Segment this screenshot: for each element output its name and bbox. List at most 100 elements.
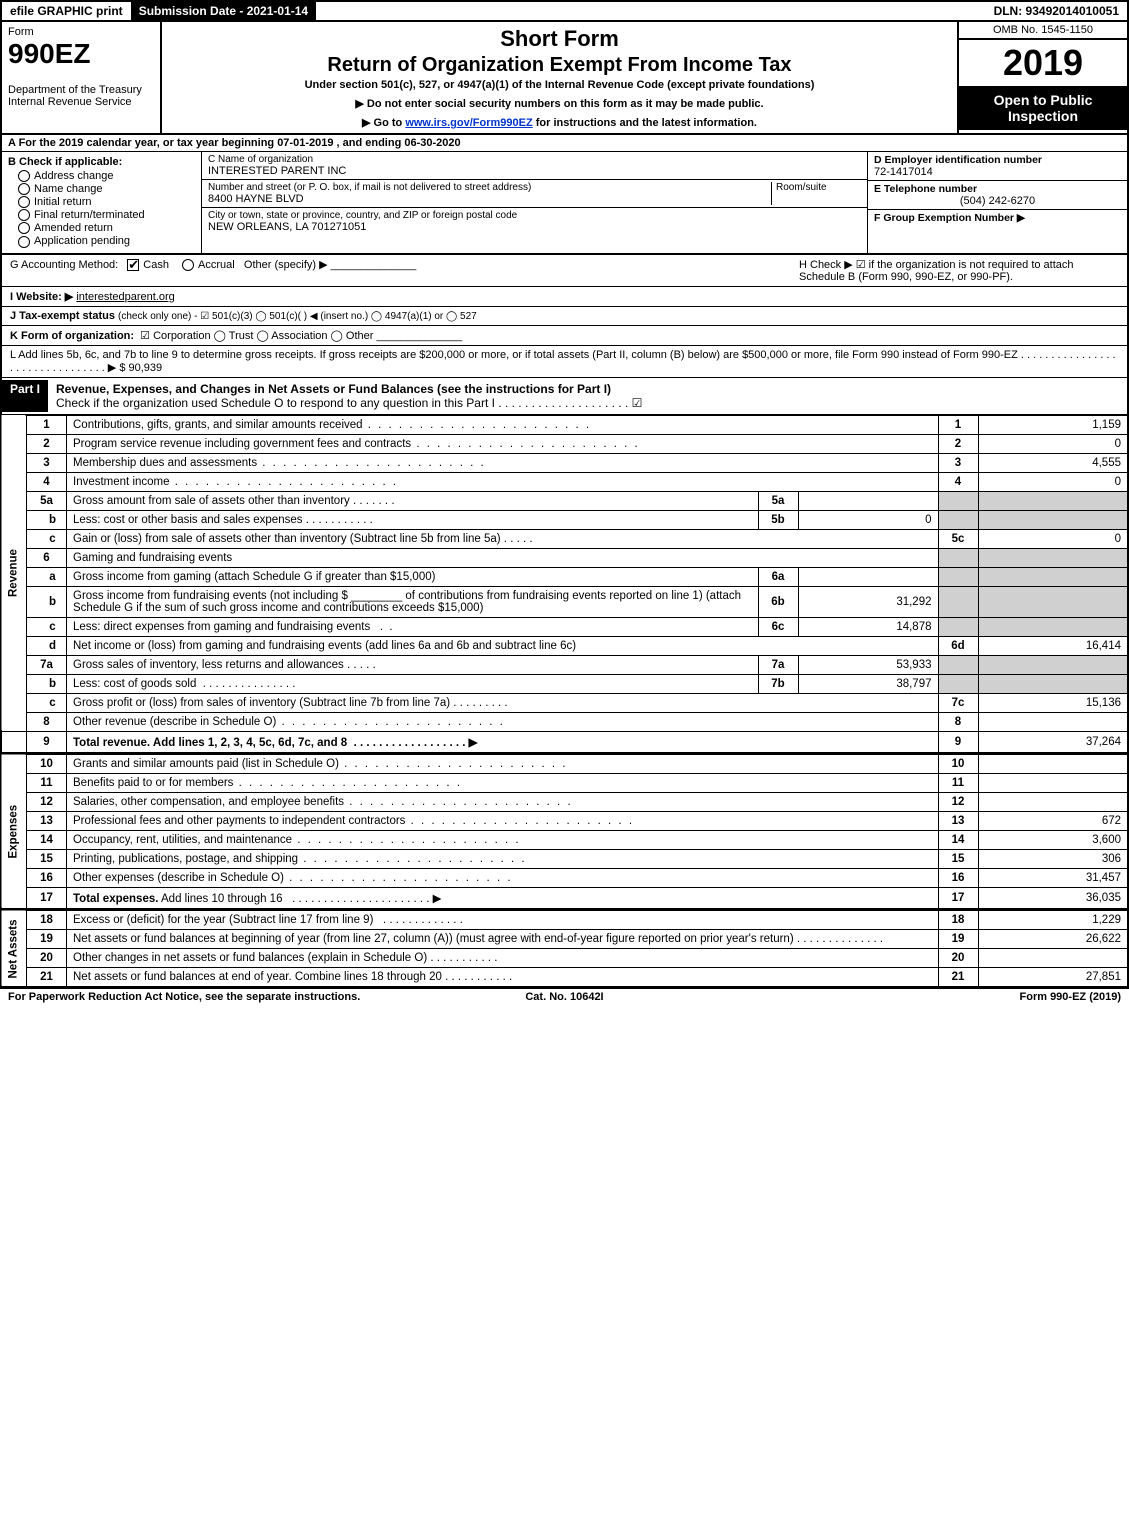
g-section: G Accounting Method: Cash Accrual Other … [10,258,799,283]
header-right: OMB No. 1545-1150 2019 Open to Public In… [957,22,1127,133]
ssn-warning: ▶ Do not enter social security numbers o… [166,97,953,110]
footer-center: Cat. No. 10642I [379,991,750,1003]
line-5a: 5aGross amount from sale of assets other… [1,491,1128,510]
line-17: 17Total expenses. Add lines 10 through 1… [1,887,1128,909]
k-opts: ☑ Corporation ◯ Trust ◯ Association ◯ Ot… [140,330,373,342]
section-bcdef: B Check if applicable: Address change Na… [2,152,1127,253]
line-8: 8Other revenue (describe in Schedule O)8 [1,712,1128,731]
line-6c: cLess: direct expenses from gaming and f… [1,617,1128,636]
netassets-table: Net Assets 18Excess or (deficit) for the… [0,910,1129,988]
tax-year-line: A For the 2019 calendar year, or tax yea… [2,135,1127,152]
c-addr-value: 8400 HAYNE BLVD [208,193,771,205]
g-cash: Cash [143,259,169,271]
section-a: A For the 2019 calendar year, or tax yea… [0,135,1129,255]
b-opt-name[interactable]: Name change [8,183,195,195]
dln: DLN: 93492014010051 [986,2,1127,20]
c-addr-row: Number and street (or P. O. box, if mail… [202,180,867,208]
line-9: 9Total revenue. Add lines 1, 2, 3, 4, 5c… [1,731,1128,753]
netassets-vlabel: Net Assets [1,910,27,987]
c-name-value: INTERESTED PARENT INC [208,165,861,177]
d-label: D Employer identification number [874,154,1121,166]
line-13: 13Professional fees and other payments t… [1,811,1128,830]
section-def: D Employer identification number 72-1417… [867,152,1127,253]
line-5c: cGain or (loss) from sale of assets othe… [1,529,1128,548]
footer-left: For Paperwork Reduction Act Notice, see … [8,991,379,1003]
info-rows: G Accounting Method: Cash Accrual Other … [0,255,1129,378]
e-label: E Telephone number [874,183,1121,195]
line-6b: bGross income from fundraising events (n… [1,586,1128,617]
section-b: B Check if applicable: Address change Na… [2,152,202,253]
j-detail: (check only one) - ☑ 501(c)(3) ◯ 501(c)(… [118,311,477,322]
line-6: 6Gaming and fundraising events [1,548,1128,567]
c-name-label: C Name of organization [208,154,861,165]
b-opt-address[interactable]: Address change [8,170,195,182]
g-other: Other (specify) ▶ [244,259,328,271]
line-21: 21Net assets or fund balances at end of … [1,967,1128,987]
revenue-vlabel: Revenue [1,415,27,731]
part1-badge: Part I [2,380,48,412]
line-20: 20Other changes in net assets or fund ba… [1,948,1128,967]
e-row: E Telephone number (504) 242-6270 [868,181,1127,210]
line-2: 2Program service revenue including gover… [1,434,1128,453]
line-11: 11Benefits paid to or for members11 [1,773,1128,792]
form-word: Form [8,26,154,38]
line-4: 4Investment income40 [1,472,1128,491]
b-opt-amended[interactable]: Amended return [8,222,195,234]
tax-year: 2019 [959,40,1127,86]
c-city-value: NEW ORLEANS, LA 701271051 [208,221,861,233]
i-label: I Website: ▶ [10,291,73,303]
j-label: J Tax-exempt status [10,310,115,322]
line-15: 15Printing, publications, postage, and s… [1,849,1128,868]
l-row: L Add lines 5b, 6c, and 7b to line 9 to … [2,346,1127,378]
f-row: F Group Exemption Number ▶ [868,210,1127,226]
k-row: K Form of organization: ☑ Corporation ◯ … [2,326,1127,346]
g-accrual: Accrual [198,259,235,271]
line-14: 14Occupancy, rent, utilities, and mainte… [1,830,1128,849]
e-value: (504) 242-6270 [874,195,1121,207]
department: Department of the Treasury [8,84,154,96]
goto-line: ▶ Go to www.irs.gov/Form990EZ for instru… [166,116,953,129]
form-number: 990EZ [8,38,154,70]
b-opt-initial[interactable]: Initial return [8,196,195,208]
part1-title: Revenue, Expenses, and Changes in Net As… [48,380,1127,412]
line-10: Expenses 10Grants and similar amounts pa… [1,754,1128,773]
f-label: F Group Exemption Number ▶ [874,212,1121,224]
title-return: Return of Organization Exempt From Incom… [166,54,953,77]
b-opt-final[interactable]: Final return/terminated [8,209,195,221]
line-5b: bLess: cost or other basis and sales exp… [1,510,1128,529]
d-row: D Employer identification number 72-1417… [868,152,1127,181]
g-label: G Accounting Method: [10,259,118,271]
line-7a: 7aGross sales of inventory, less returns… [1,655,1128,674]
goto-post: for instructions and the latest informat… [533,117,757,129]
line-6d: dNet income or (loss) from gaming and fu… [1,636,1128,655]
g-accrual-check[interactable] [182,259,194,271]
expenses-table: Expenses 10Grants and similar amounts pa… [0,754,1129,910]
d-value: 72-1417014 [874,166,1121,178]
line-19: 19Net assets or fund balances at beginni… [1,929,1128,948]
b-opt-pending[interactable]: Application pending [8,235,195,247]
line-7c: cGross profit or (loss) from sales of in… [1,693,1128,712]
top-bar: efile GRAPHIC print Submission Date - 20… [0,0,1129,22]
line-1: Revenue 1Contributions, gifts, grants, a… [1,415,1128,434]
section-c: C Name of organization INTERESTED PARENT… [202,152,867,253]
part1-header: Part I Revenue, Expenses, and Changes in… [0,378,1129,415]
c-name-row: C Name of organization INTERESTED PARENT… [202,152,867,180]
c-city-row: City or town, state or province, country… [202,208,867,235]
line-12: 12Salaries, other compensation, and empl… [1,792,1128,811]
part1-check: Check if the organization used Schedule … [56,396,642,410]
header-left: Form 990EZ Department of the Treasury In… [2,22,162,133]
line-18: Net Assets 18Excess or (deficit) for the… [1,910,1128,929]
expenses-vlabel: Expenses [1,754,27,909]
line-3: 3Membership dues and assessments34,555 [1,453,1128,472]
c-room-label: Room/suite [776,182,861,193]
footer-right: Form 990-EZ (2019) [750,991,1121,1003]
c-addr-label: Number and street (or P. O. box, if mail… [208,182,771,193]
g-cash-check[interactable] [127,259,139,271]
open-public: Open to Public Inspection [959,86,1127,130]
goto-link[interactable]: www.irs.gov/Form990EZ [405,117,532,129]
revenue-table: Revenue 1Contributions, gifts, grants, a… [0,415,1129,754]
omb-number: OMB No. 1545-1150 [959,22,1127,40]
gh-row: G Accounting Method: Cash Accrual Other … [2,255,1127,287]
line-16: 16Other expenses (describe in Schedule O… [1,868,1128,887]
k-label: K Form of organization: [10,330,134,342]
